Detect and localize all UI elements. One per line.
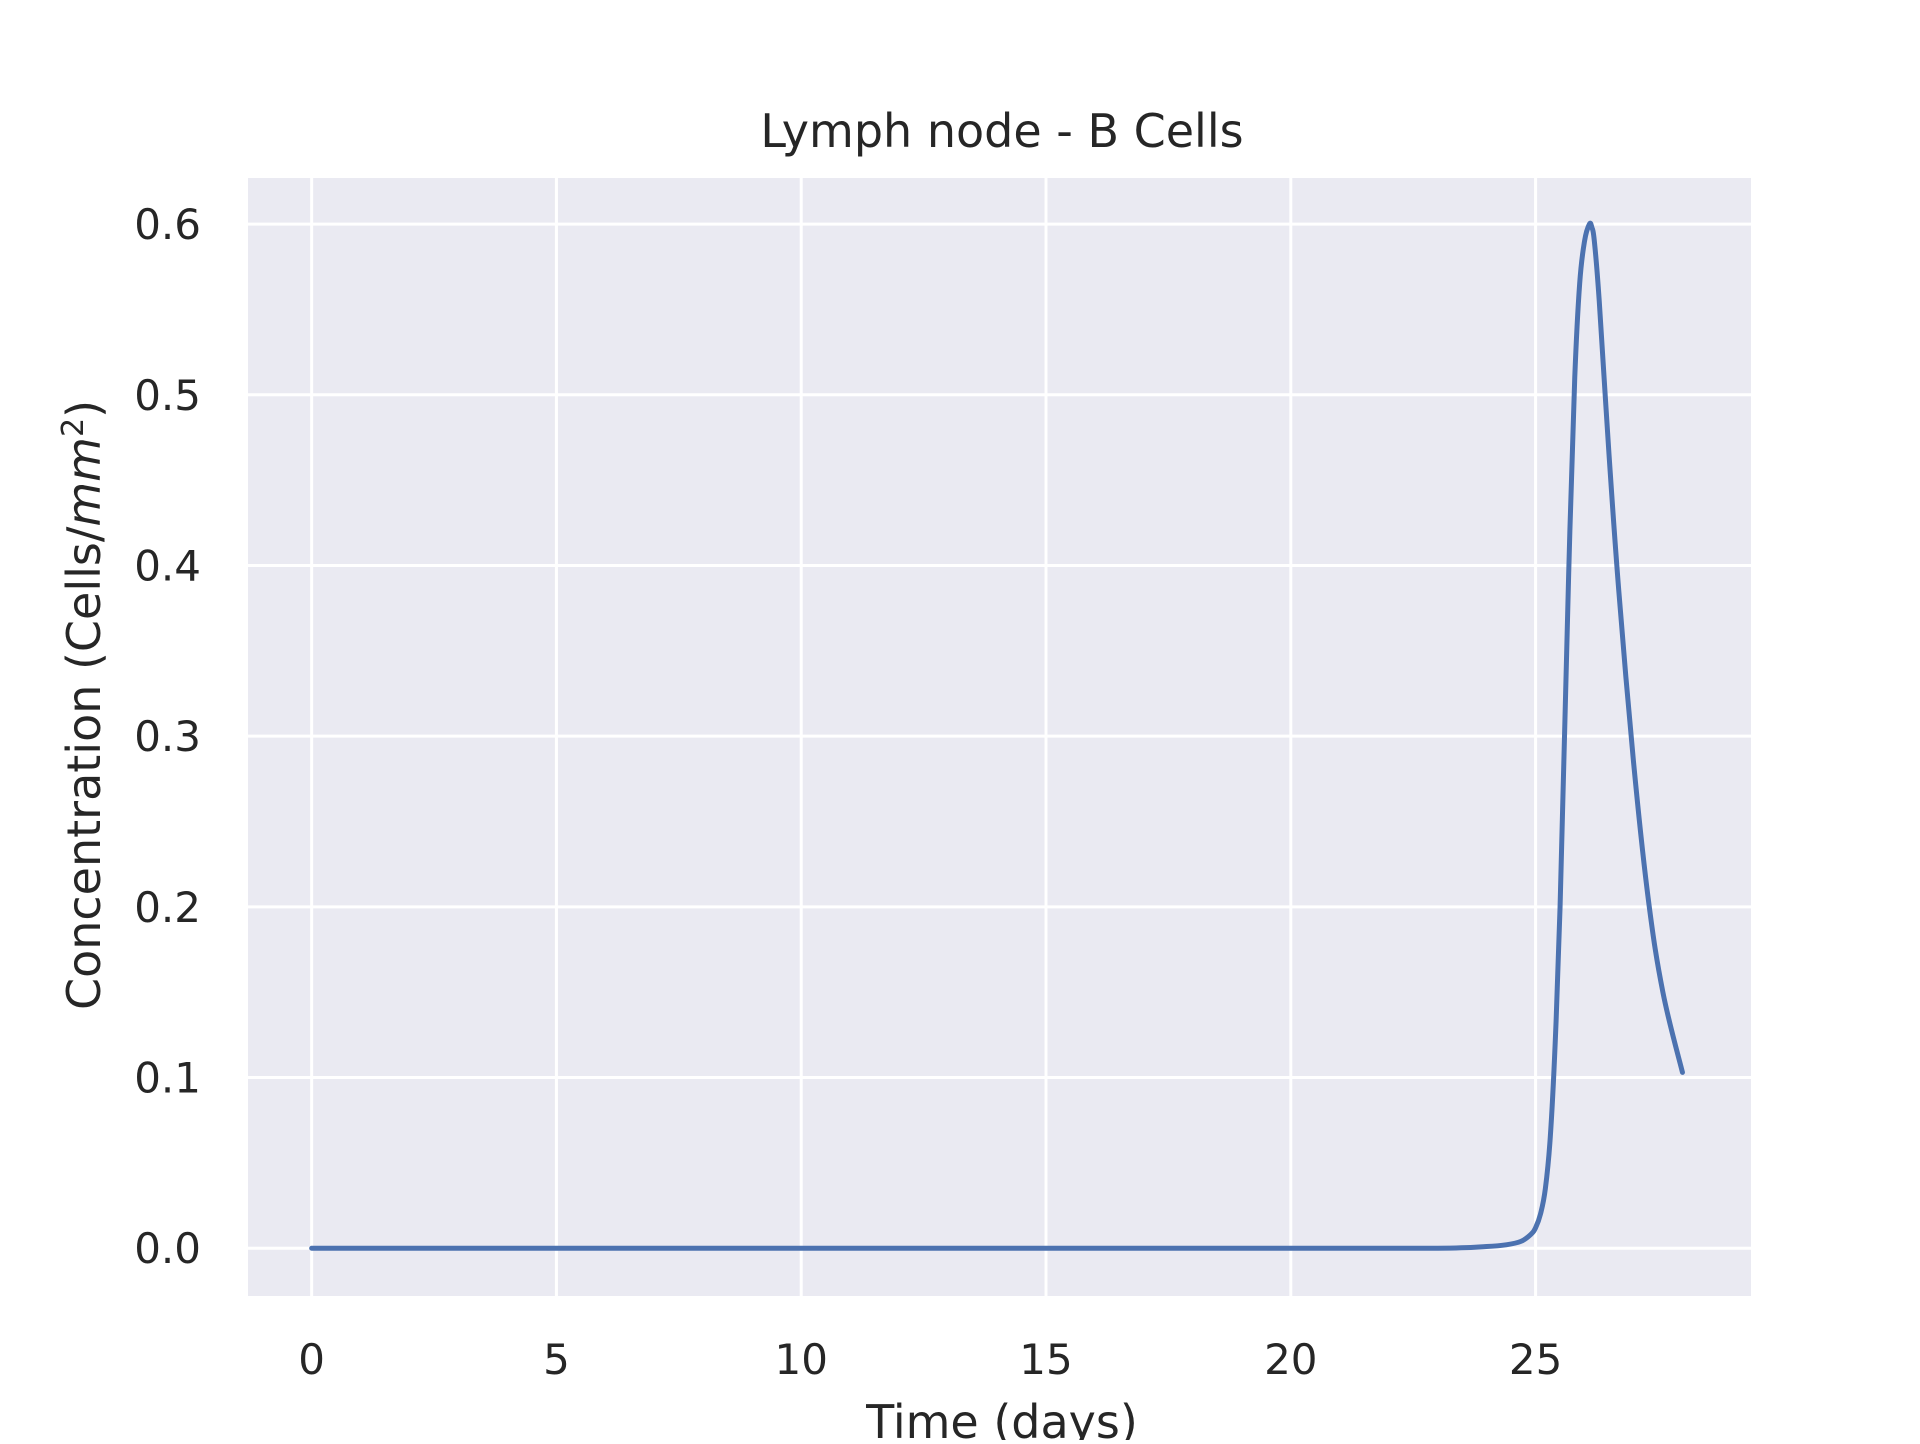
- x-tick-label: 15: [1019, 1335, 1072, 1384]
- x-tick-label: 5: [543, 1335, 570, 1384]
- y-tick-label: 0.1: [134, 1054, 201, 1103]
- y-axis-label: Concentration (Cells/mm2): [56, 400, 112, 1010]
- x-tick-label: 20: [1264, 1335, 1317, 1384]
- y-axis-label-suffix: ): [57, 400, 111, 418]
- y-tick-label: 0.5: [134, 371, 201, 420]
- x-axis-label: Time (days): [865, 1395, 1138, 1440]
- grid-lines: [248, 178, 1751, 1296]
- y-tick-label: 0.3: [134, 712, 201, 761]
- y-tick-labels: 0.0 0.1 0.2 0.3 0.4 0.5 0.6: [134, 200, 201, 1273]
- series-layer: [309, 220, 1685, 1251]
- y-axis-label-exponent: 2: [56, 418, 91, 437]
- x-tick-label: 10: [774, 1335, 827, 1384]
- y-tick-label: 0.6: [134, 200, 201, 249]
- y-tick-label: 0.4: [134, 541, 201, 590]
- y-tick-label: 0.2: [134, 883, 201, 932]
- series-line: [309, 220, 1685, 1251]
- x-tick-label: 0: [298, 1335, 325, 1384]
- y-axis-label-unit: mm: [57, 437, 111, 527]
- chart-title: Lymph node - B Cells: [760, 104, 1243, 158]
- x-tick-labels: 0 5 10 15 20 25: [298, 1335, 1562, 1384]
- y-axis-label-prefix: Concentration (Cells/: [57, 526, 111, 1010]
- x-tick-label: 25: [1509, 1335, 1562, 1384]
- y-tick-label: 0.0: [134, 1224, 201, 1273]
